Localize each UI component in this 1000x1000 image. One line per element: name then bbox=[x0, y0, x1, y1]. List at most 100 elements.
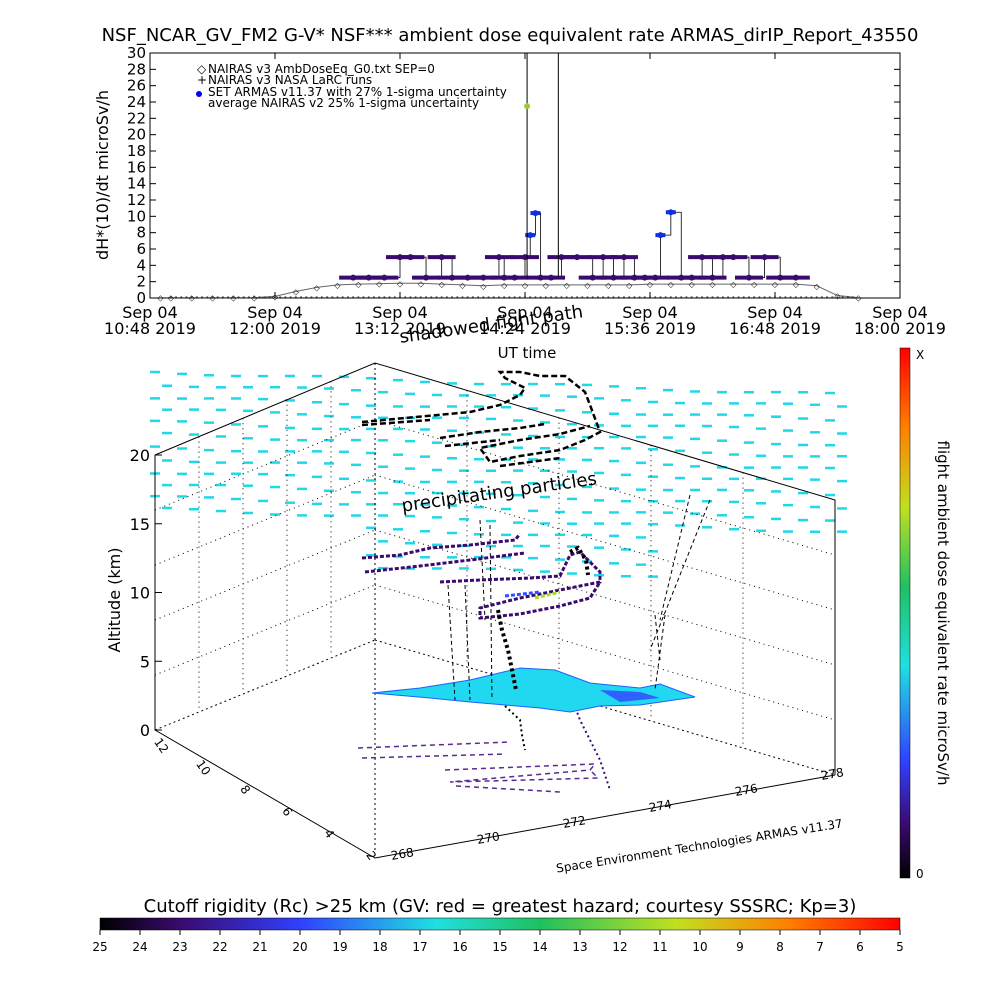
legend-entry: NAIRAS v3 NASA LaRC runs bbox=[208, 73, 372, 87]
nairas-marker: ◇ bbox=[376, 280, 383, 289]
baseline-point bbox=[190, 296, 193, 299]
baseline-point bbox=[742, 296, 745, 299]
baseline-point bbox=[575, 296, 579, 299]
rigidity-colorbar-title: Cutoff rigidity (Rc) >25 km (GV: red = g… bbox=[144, 896, 857, 917]
baseline-point bbox=[351, 296, 355, 299]
legend-entry: NAIRAS v3 AmbDoseEq_G0.txt SEP=0 bbox=[208, 62, 435, 76]
altitude-tick-label: 10 bbox=[130, 584, 150, 603]
baseline-point bbox=[247, 296, 251, 299]
baseline-point bbox=[471, 296, 475, 299]
baseline-point bbox=[617, 296, 620, 299]
baseline-point bbox=[398, 296, 402, 299]
baseline-point bbox=[174, 296, 178, 299]
rigidity-tick-label: 16 bbox=[452, 940, 467, 954]
baseline-point bbox=[362, 296, 365, 299]
baseline-point bbox=[377, 296, 381, 299]
y-tick-label: 8 bbox=[136, 224, 146, 242]
legend-marker-diamond: ◇ bbox=[197, 62, 207, 76]
baseline-point bbox=[310, 296, 313, 299]
armas-step-line bbox=[353, 211, 796, 278]
series-group: ◇◇◇◇◇◇◇◇◇◇◇◇◇◇◇◇◇◇◇◇◇◇◇◇◇◇◇◇◇◇◇◇◇◇◇ bbox=[157, 53, 862, 303]
drop-lines bbox=[447, 494, 711, 701]
colorbar-label: flight ambient dose equivalent rate micr… bbox=[934, 441, 952, 786]
baseline-point bbox=[482, 296, 485, 299]
y-tick-label: 24 bbox=[127, 93, 146, 111]
baseline-point bbox=[789, 296, 792, 299]
baseline-point bbox=[466, 296, 469, 299]
nairas-marker: ◇ bbox=[439, 280, 446, 289]
baseline-point bbox=[549, 296, 553, 299]
nairas-marker: ◇ bbox=[543, 281, 550, 290]
baseline-point bbox=[763, 296, 766, 299]
longitude-tick-label: 272 bbox=[562, 813, 587, 831]
y-tick-label: 16 bbox=[127, 158, 146, 176]
depth-tick-label: 6 bbox=[279, 805, 295, 819]
flight-segment bbox=[364, 551, 526, 574]
baseline-point bbox=[299, 296, 303, 299]
baseline-point bbox=[367, 296, 370, 299]
baseline-point bbox=[252, 296, 256, 299]
baseline-point bbox=[487, 296, 490, 299]
legend-entry: SET ARMAS v11.37 with 27% 1-sigma uncert… bbox=[208, 85, 507, 99]
flight-segment-green bbox=[534, 590, 561, 600]
rigidity-tick-label: 13 bbox=[572, 940, 587, 954]
y-tick-label: 0 bbox=[136, 289, 146, 307]
nairas-marker: ◇ bbox=[793, 280, 800, 289]
x-tick-label: Sep 04 bbox=[372, 303, 428, 322]
rigidity-tick-label: 5 bbox=[896, 940, 904, 954]
baseline-point bbox=[534, 296, 537, 299]
rigidity-tick-label: 23 bbox=[172, 940, 187, 954]
shadow-flight-path bbox=[357, 741, 600, 793]
legend-marker-plus: + bbox=[197, 73, 207, 87]
dose-surface-patch bbox=[600, 690, 660, 702]
box-floor-edge bbox=[154, 639, 376, 731]
rigidity-tick-label: 6 bbox=[856, 940, 864, 954]
baseline-point bbox=[357, 296, 360, 299]
nairas-marker: ◇ bbox=[730, 280, 737, 289]
baseline-point bbox=[633, 296, 636, 299]
baseline-point bbox=[836, 296, 839, 299]
y-tick-label: 10 bbox=[127, 207, 146, 225]
box-floor-edge bbox=[374, 639, 836, 776]
baseline-point bbox=[502, 296, 506, 299]
y-tick-label: 28 bbox=[127, 60, 146, 78]
baseline-point bbox=[810, 296, 813, 299]
baseline-point bbox=[570, 296, 574, 299]
baseline-point bbox=[648, 296, 652, 299]
baseline-point bbox=[706, 296, 709, 299]
baseline-point bbox=[659, 296, 662, 299]
x-tick-label: Sep 04 bbox=[622, 303, 678, 322]
nairas-marker: ◇ bbox=[647, 280, 654, 289]
baseline-point bbox=[721, 296, 725, 299]
nairas-marker: ◇ bbox=[709, 280, 716, 289]
baseline-point bbox=[289, 296, 292, 299]
altitude-tick-label: 5 bbox=[140, 652, 150, 671]
dose-colorbar bbox=[899, 347, 911, 879]
baseline-point bbox=[815, 296, 818, 299]
track-segment bbox=[439, 422, 546, 440]
x-tick-label: Sep 04 bbox=[497, 303, 553, 322]
colorbar-top-label: X bbox=[916, 348, 924, 362]
baseline-point bbox=[497, 296, 501, 299]
y-axis-label: dH*(10)/dt microSv/h bbox=[93, 90, 112, 260]
nairas-marker: ◇ bbox=[584, 281, 591, 290]
x-tick-label: Sep 04 bbox=[747, 303, 803, 322]
baseline-point bbox=[737, 296, 740, 299]
legend-marker-dot bbox=[196, 91, 202, 97]
baseline-point bbox=[305, 296, 308, 299]
high-altitude-track bbox=[361, 370, 602, 468]
baseline-point bbox=[346, 296, 350, 299]
baseline-point bbox=[685, 296, 688, 299]
longitude-tick-label: 274 bbox=[648, 797, 673, 815]
nairas-marker: ◇ bbox=[605, 281, 612, 290]
nairas-marker: ◇ bbox=[334, 281, 341, 290]
baseline-point bbox=[180, 296, 183, 299]
nairas-marker: ◇ bbox=[522, 281, 529, 290]
baseline-point bbox=[294, 296, 298, 299]
baseline-point bbox=[456, 296, 459, 299]
baseline-point bbox=[799, 296, 803, 299]
